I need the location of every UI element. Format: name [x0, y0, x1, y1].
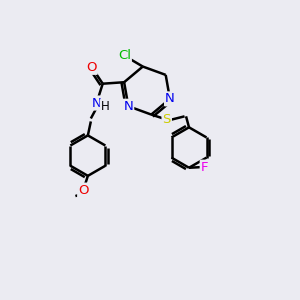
Text: N: N	[124, 100, 133, 113]
Text: Cl: Cl	[118, 49, 131, 62]
Text: O: O	[78, 184, 89, 196]
Text: N: N	[165, 92, 175, 105]
Text: H: H	[101, 100, 110, 113]
Text: S: S	[163, 113, 171, 126]
Text: N: N	[92, 97, 102, 110]
Text: O: O	[86, 61, 97, 74]
Text: F: F	[201, 161, 208, 174]
